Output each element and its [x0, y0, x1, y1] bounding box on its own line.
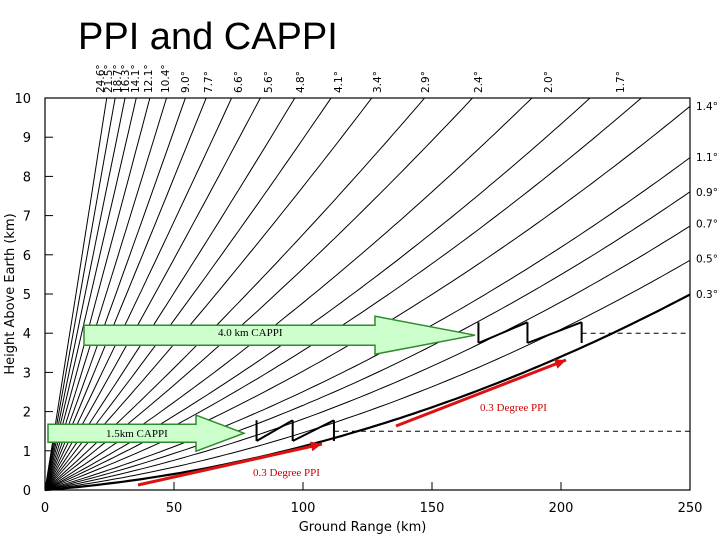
beam-line	[45, 98, 151, 490]
top-angle-label: 24.6°	[95, 64, 107, 93]
top-angle-label: 1.7°	[615, 71, 627, 93]
y-tick-label: 2	[23, 406, 31, 421]
y-axis-title: Height Above Earth (km)	[3, 213, 18, 374]
top-angle-label: 2.0°	[543, 71, 555, 93]
top-angle-label: 4.1°	[333, 71, 345, 93]
top-angle-label: 10.4°	[160, 64, 172, 93]
y-tick-label: 6	[23, 249, 31, 264]
ppi-upper-label: 0.3 Degree PPI	[480, 402, 547, 414]
top-angle-label: 16.3°	[120, 64, 132, 93]
beam-line	[45, 293, 690, 490]
ppi-lower-red-arrow-head	[310, 441, 322, 452]
top-angle-label: 2.9°	[420, 71, 432, 93]
beam-line	[45, 98, 373, 490]
cappi-1-5-label: 1.5km CAPPI	[106, 428, 168, 440]
cappi-1-5-arrow	[47, 414, 247, 453]
right-angle-label: 0.5°	[696, 254, 718, 266]
y-tick-label: 9	[23, 131, 31, 146]
slide-title: PPI and CAPPI	[78, 16, 338, 58]
beam-line	[45, 98, 296, 490]
ppi-upper-red-arrow	[395, 358, 567, 428]
beam-line	[45, 156, 690, 490]
y-tick-label: 8	[23, 170, 31, 185]
top-angle-label: 4.8°	[295, 71, 307, 93]
beam-line	[45, 98, 261, 490]
top-angle-label: 7.7°	[203, 71, 215, 93]
top-angle-label: 18.7°	[112, 64, 124, 93]
x-tick-label: 200	[549, 501, 574, 516]
top-angle-label: 6.6°	[233, 71, 245, 93]
ppi-lower-red-arrow	[137, 442, 323, 487]
x-axis-title: Ground Range (km)	[299, 520, 427, 535]
y-tick-label: 7	[23, 210, 31, 225]
beam-line	[45, 98, 207, 490]
beam-line	[45, 98, 233, 490]
beam-line	[45, 98, 116, 490]
axis-titles: Ground Range (km) Height Above Earth (km)	[3, 213, 426, 535]
top-angle-label: 21.5°	[103, 64, 115, 93]
annotation-arrows: 4.0 km CAPPI 1.5km CAPPI 0.3 Degree PPI 0.3…	[47, 315, 567, 487]
beam-line	[45, 98, 108, 490]
cappi-step-slope	[527, 321, 582, 344]
beam-line	[45, 259, 690, 490]
x-tick-label: 250	[678, 501, 703, 516]
top-angle-label: 2.4°	[473, 71, 485, 93]
right-angle-label: 0.7°	[696, 218, 718, 230]
y-tick-label: 1	[23, 445, 31, 460]
tick-labels: 0 50 100 150 200 250 0 1 2 3 4 5 6 7 8 9 10	[14, 92, 702, 516]
right-angle-label: 0.9°	[696, 187, 718, 199]
right-angle-label: 1.1°	[696, 152, 718, 164]
beam-line	[45, 98, 332, 490]
beam-line	[45, 98, 186, 490]
y-tick-label: 5	[23, 288, 31, 303]
x-tick-label: 150	[420, 501, 445, 516]
y-tick-label: 3	[23, 366, 31, 381]
cappi-lines	[255, 321, 690, 442]
y-tick-label: 4	[23, 327, 31, 342]
beam-line	[45, 191, 690, 490]
ppi-upper-red-arrow-head	[553, 359, 566, 369]
cappi-4-label: 4.0 km CAPPI	[218, 327, 283, 339]
top-angle-label: 14.1°	[130, 64, 142, 93]
right-angle-label: 0.3°	[696, 289, 718, 301]
beam-line	[45, 225, 690, 490]
ppi-lower-label: 0.3 Degree PPI	[253, 467, 320, 479]
x-tick-label: 100	[291, 501, 316, 516]
y-tick-label: 10	[14, 92, 31, 107]
beam-line	[45, 98, 168, 490]
ppi-0-3-bold-line	[44, 293, 691, 492]
cappi-step-slope	[256, 419, 294, 442]
top-angle-label: 5.6°	[263, 71, 275, 93]
cappi-4-arrow	[83, 315, 476, 356]
cappi-step-slope	[478, 321, 528, 344]
beam-lines	[44, 98, 691, 492]
elevation-labels: 24.6°21.5°18.7°16.3°14.1° 12.1° 10.4° 9.0° 7…	[95, 64, 718, 301]
beam-line	[45, 98, 126, 490]
right-angle-label: 1.4°	[696, 101, 718, 113]
cappi-step-slope	[292, 419, 335, 442]
top-angle-label: 9.0°	[180, 71, 192, 93]
x-tick-label: 50	[166, 501, 183, 516]
y-tick-label: 0	[23, 484, 31, 499]
top-angle-label: 12.1°	[143, 64, 155, 93]
x-tick-label: 0	[41, 501, 49, 516]
beam-line	[45, 98, 137, 490]
top-angle-label: 3.4°	[372, 71, 384, 93]
